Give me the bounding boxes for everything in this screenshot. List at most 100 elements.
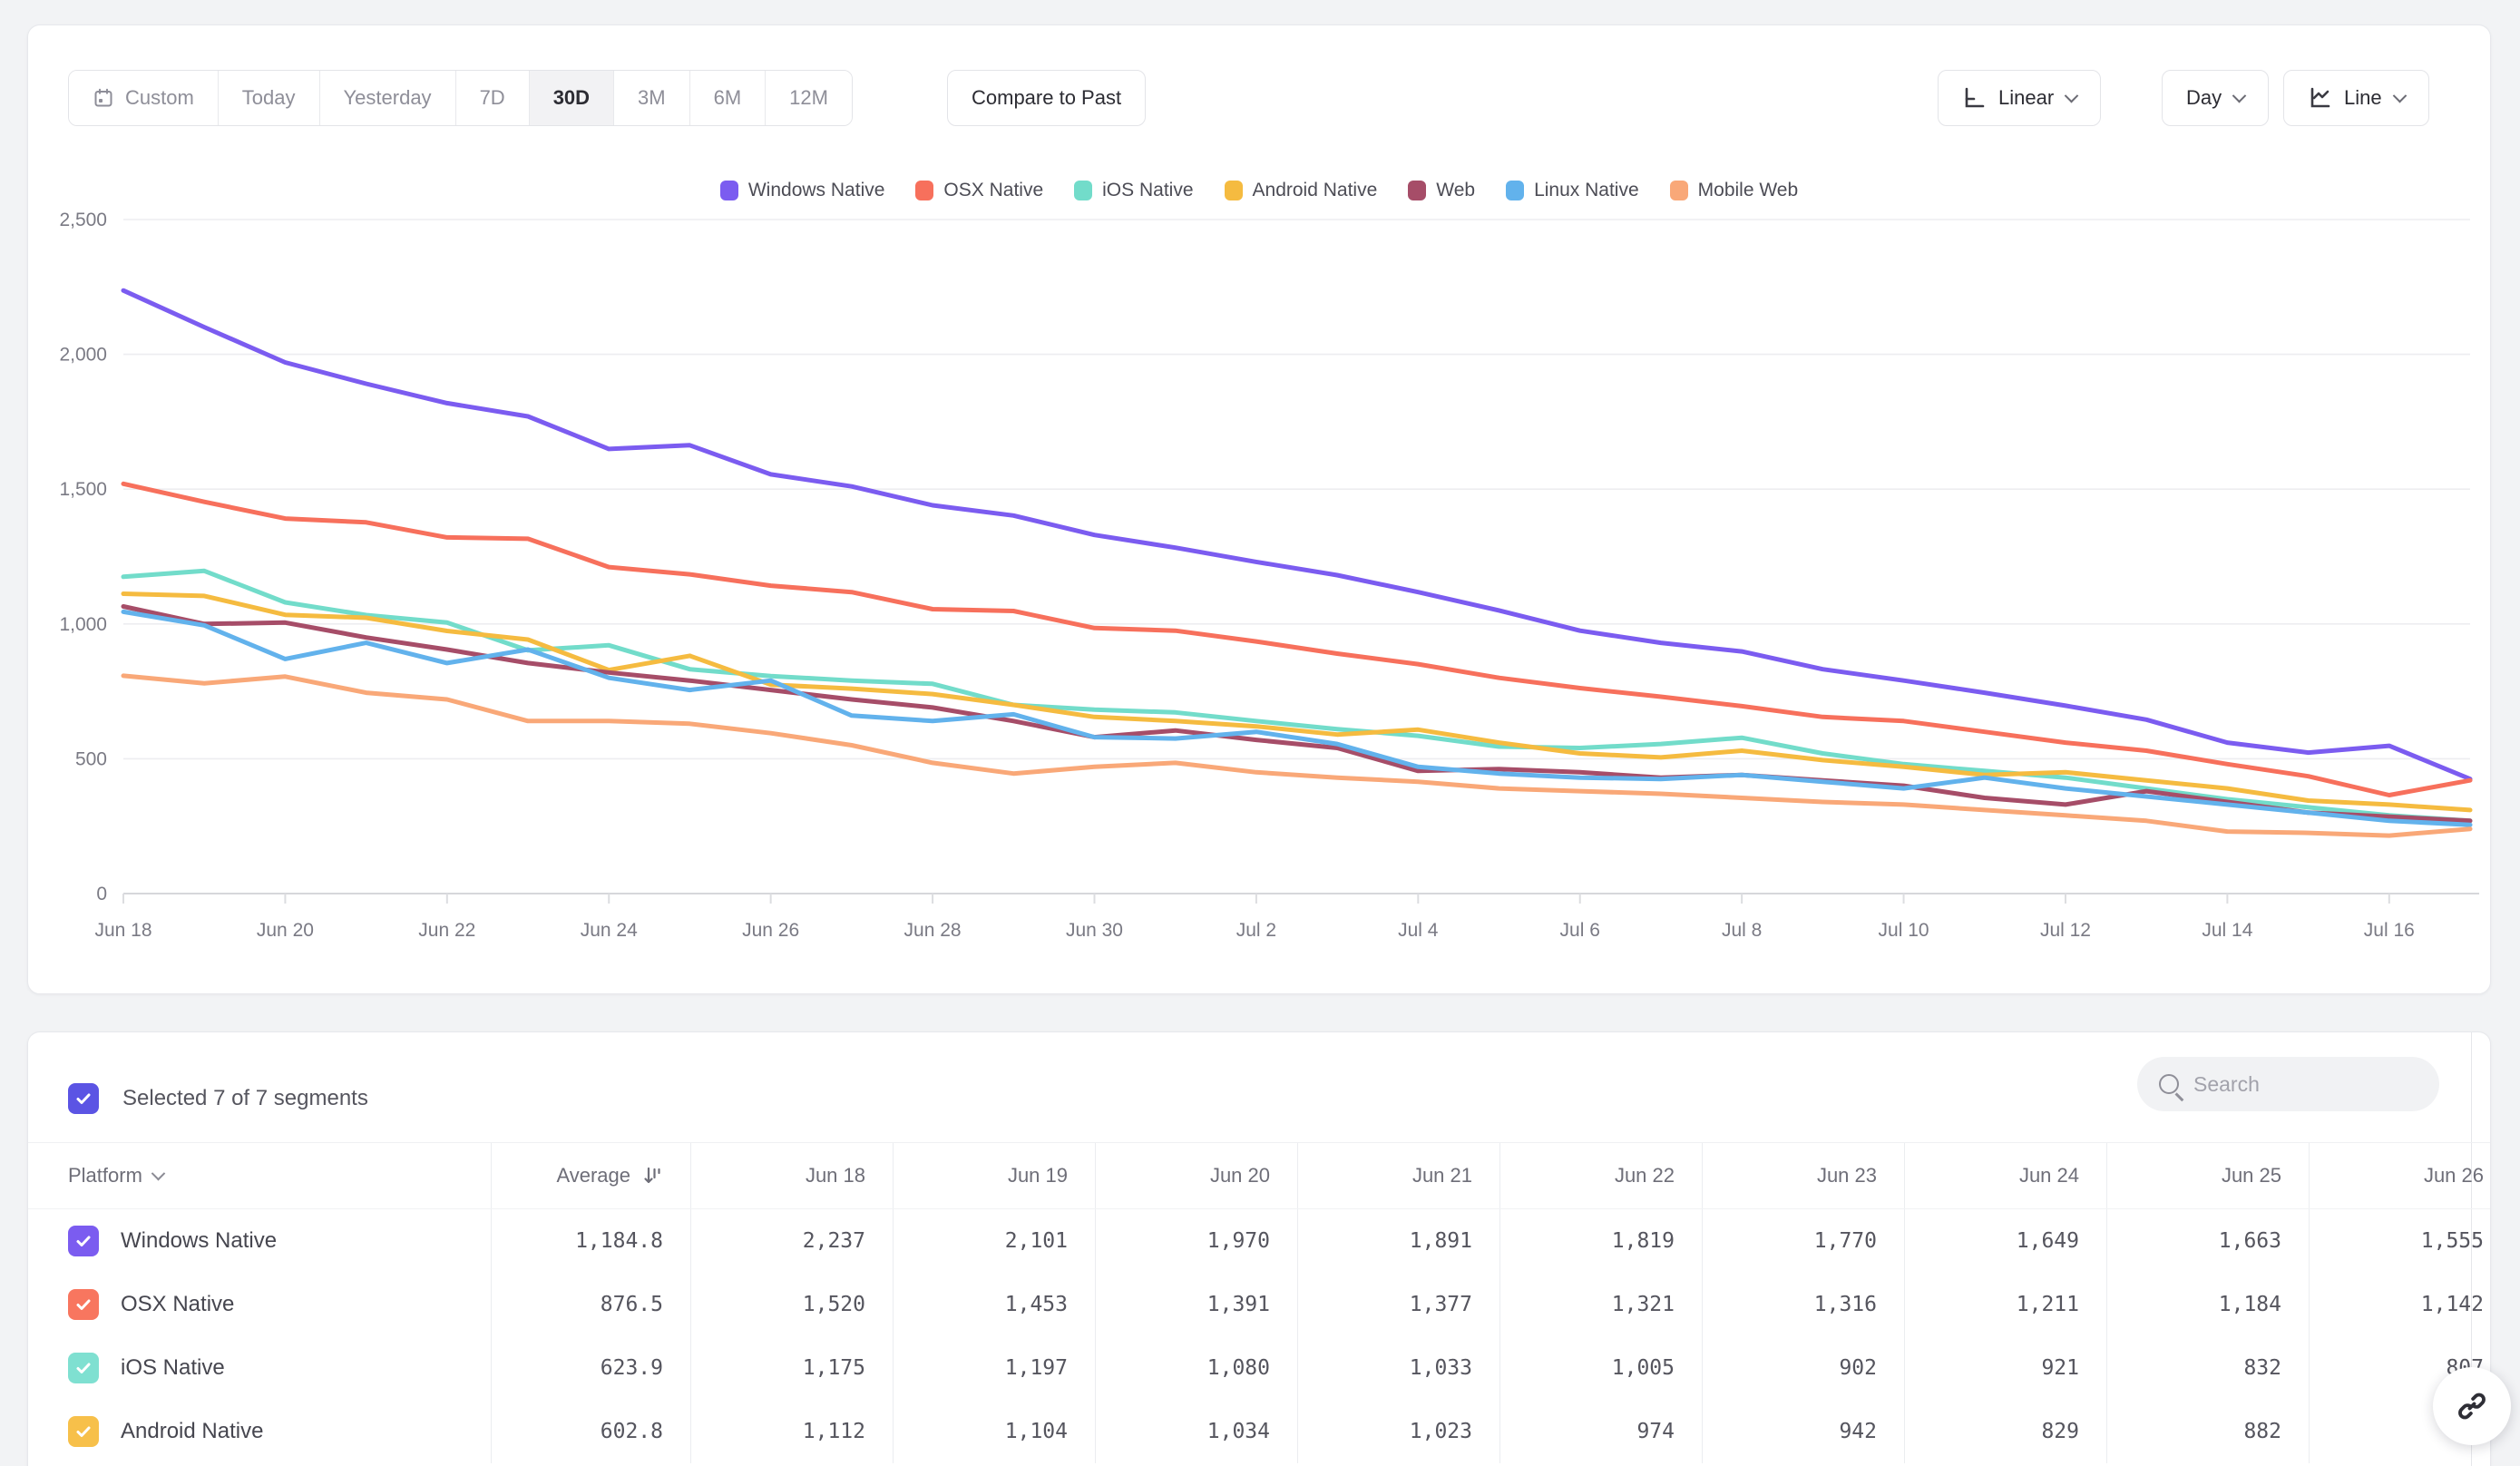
date-column-header-jun-24: Jun 24 (1904, 1143, 2106, 1208)
interval-dropdown[interactable]: Day (2162, 70, 2270, 126)
row-checkbox[interactable] (68, 1416, 99, 1447)
platform-cell: Windows Native (28, 1209, 491, 1273)
legend-swatch (1074, 181, 1093, 200)
platform-cell: iOS Native (28, 1336, 491, 1400)
segments-table-card: Selected 7 of 7 segments Platform Averag… (27, 1031, 2491, 1466)
legend-item-osx-native[interactable]: OSX Native (915, 180, 1043, 201)
linear-axis-icon (1965, 87, 1985, 108)
y-axis-tick-label: 0 (96, 884, 107, 904)
checkmark-icon (76, 1426, 91, 1437)
checkmark-icon (76, 1236, 91, 1246)
range-button-custom[interactable]: Custom (69, 71, 219, 125)
table-row-ios-native: iOS Native 623.9 1,175 1,197 1,080 1,033 1,005… (28, 1336, 2490, 1400)
range-button-yesterday[interactable]: Yesterday (319, 71, 456, 125)
x-axis-tick-label: Jul 6 (1560, 920, 1600, 941)
average-cell: 1,184.8 (491, 1209, 690, 1273)
legend-item-windows-native[interactable]: Windows Native (719, 180, 885, 201)
table-row-windows-native: Windows Native 1,184.8 2,237 2,101 1,970 1,89… (28, 1209, 2490, 1273)
scale-dropdown[interactable]: Linear (1938, 70, 2102, 126)
value-cell-jun-24: 921 (1904, 1336, 2106, 1400)
x-axis-tick-label: Jun 30 (1066, 920, 1123, 941)
range-button-label: 3M (638, 86, 666, 109)
table-row-android-native: Android Native 602.8 1,112 1,104 1,034 1,023 9… (28, 1400, 2490, 1463)
row-checkbox[interactable] (68, 1353, 99, 1383)
checkmark-icon (76, 1363, 91, 1373)
legend-item-linux-native[interactable]: Linux Native (1506, 180, 1639, 201)
series-line-android-native (121, 591, 2473, 813)
legend-swatch (915, 181, 934, 200)
range-button-today[interactable]: Today (218, 71, 320, 125)
row-checkbox[interactable] (68, 1226, 99, 1256)
date-header-label: Jun 18 (805, 1164, 865, 1187)
average-header-label: Average (556, 1164, 630, 1187)
series-line-ios-native (121, 568, 2473, 824)
share-link-button[interactable] (2433, 1367, 2511, 1445)
value-cell-jun-18: 2,237 (690, 1209, 893, 1273)
legend-item-mobile-web[interactable]: Mobile Web (1669, 180, 1799, 201)
series-line-osx-native (121, 481, 2473, 797)
range-button-label: 6M (713, 86, 742, 109)
compare-to-past-button[interactable]: Compare to Past (947, 70, 1147, 126)
platform-column-header[interactable]: Platform (28, 1143, 491, 1208)
value-cell-jun-23: 1,316 (1702, 1273, 1904, 1336)
compare-to-past-label: Compare to Past (972, 86, 1122, 109)
range-button-label: 12M (789, 86, 828, 109)
range-button-3m[interactable]: 3M (614, 71, 690, 125)
legend-swatch (719, 181, 738, 200)
x-axis-tick-label: Jun 28 (904, 920, 962, 941)
value-cell-jun-20: 1,970 (1095, 1209, 1297, 1273)
date-column-header-jun-19: Jun 19 (893, 1143, 1095, 1208)
range-button-7d[interactable]: 7D (455, 71, 530, 125)
scale-dropdown-label: Linear (1998, 86, 2055, 109)
series-line-web (121, 604, 2473, 824)
legend-label: Mobile Web (1697, 180, 1799, 200)
x-axis-tick-label: Jul 10 (1879, 920, 1929, 941)
legend-item-ios-native[interactable]: iOS Native (1074, 180, 1194, 201)
y-axis-tick-label: 1,000 (59, 614, 107, 635)
search-input[interactable] (2193, 1071, 2393, 1097)
average-column-header[interactable]: Average (491, 1143, 690, 1208)
value-cell-jun-21: 1,023 (1297, 1400, 1499, 1463)
platform-label: Windows Native (121, 1228, 278, 1253)
x-axis-tick-label: Jun 22 (418, 920, 475, 941)
value-cell-jun-20: 1,391 (1095, 1273, 1297, 1336)
line-chart: 0 500 1,000 1,500 2,000 2,500 Jun 18 Jun 20 Jun … (59, 210, 2479, 941)
segments-count-label: Selected 7 of 7 segments (122, 1086, 368, 1110)
chart-type-dropdown[interactable]: Line (2283, 70, 2429, 126)
value-cell-jun-23: 942 (1702, 1400, 1904, 1463)
value-cell-jun-18: 1,520 (690, 1273, 893, 1336)
range-button-6m[interactable]: 6M (689, 71, 767, 125)
date-column-header-jun-23: Jun 23 (1702, 1143, 1904, 1208)
platform-cell: Android Native (28, 1400, 491, 1463)
table-header-row: Platform Average Jun 18 Jun 19 Jun 20 Jun 2… (28, 1142, 2490, 1209)
legend-swatch (1408, 181, 1427, 200)
date-header-label: Jun 24 (2018, 1164, 2079, 1187)
value-cell-jun-18: 1,112 (690, 1400, 893, 1463)
date-range-group: Custom Today Yesterday 7D 30D 3M 6M 12M (68, 70, 853, 126)
x-axis-tick-label: Jul 12 (2040, 920, 2091, 941)
series-line-windows-native (121, 288, 2473, 782)
select-all-checkbox[interactable] (68, 1083, 99, 1114)
x-axis-tick-label: Jun 18 (94, 920, 151, 941)
range-button-label: 7D (479, 86, 505, 109)
series-line-linux-native (121, 609, 2473, 827)
legend-label: Linux Native (1534, 180, 1639, 200)
legend-swatch (1506, 181, 1525, 200)
search-box (2137, 1057, 2439, 1111)
x-axis-tick-label: Jul 16 (2364, 920, 2415, 941)
date-column-header-jun-21: Jun 21 (1297, 1143, 1499, 1208)
range-button-label: Today (241, 86, 296, 109)
platform-label: Android Native (121, 1419, 264, 1443)
date-column-header-jun-25: Jun 25 (2106, 1143, 2309, 1208)
legend-label: Windows Native (747, 180, 885, 200)
legend-item-android-native[interactable]: Android Native (1224, 180, 1377, 201)
legend-item-web[interactable]: Web (1408, 180, 1475, 201)
value-cell-jun-20: 1,034 (1095, 1400, 1297, 1463)
value-cell-jun-26: 1,555 (2309, 1209, 2490, 1273)
table-row-osx-native: OSX Native 876.5 1,520 1,453 1,391 1,377 1,321… (28, 1273, 2490, 1336)
row-checkbox[interactable] (68, 1289, 99, 1320)
value-cell-jun-24: 1,649 (1904, 1209, 2106, 1273)
value-cell-jun-25: 882 (2106, 1400, 2309, 1463)
range-button-12m[interactable]: 12M (766, 71, 852, 125)
range-button-30d[interactable]: 30D (529, 71, 615, 125)
